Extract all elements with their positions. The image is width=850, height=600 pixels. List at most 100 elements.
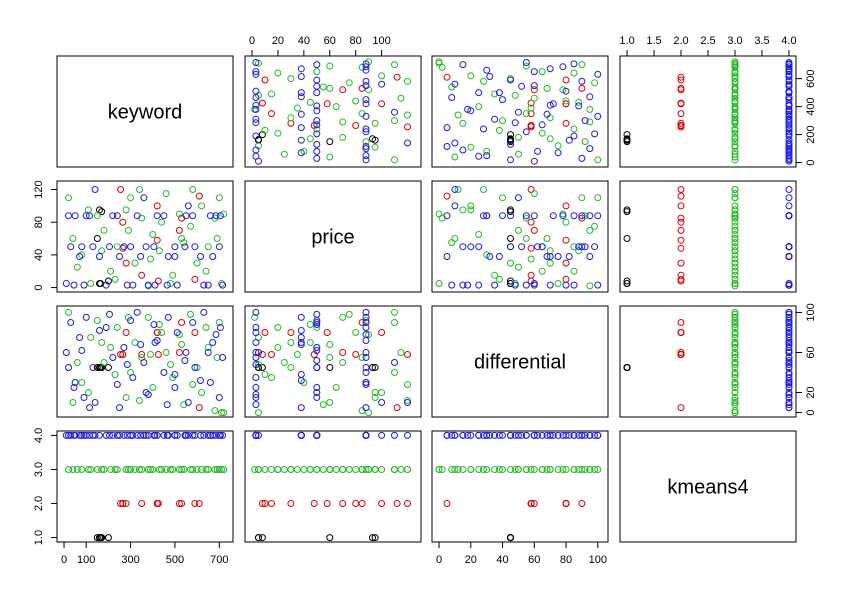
data-point-cluster2-9 xyxy=(195,192,203,200)
variable-label-keyword: keyword xyxy=(108,102,182,124)
data-point-cluster3-37 xyxy=(213,235,221,242)
data-point-cluster4-17 xyxy=(362,369,370,376)
data-point-cluster2-9 xyxy=(677,192,685,200)
data-point-cluster2-1 xyxy=(352,500,360,507)
data-point-cluster3-34 xyxy=(326,341,334,348)
data-point-cluster3-9 xyxy=(499,466,506,473)
data-point-cluster3-32 xyxy=(158,218,166,226)
data-point-cluster4-21 xyxy=(182,212,190,220)
data-point-cluster4-45 xyxy=(575,431,583,439)
data-point-cluster4-47 xyxy=(181,243,189,251)
data-point-cluster3-6 xyxy=(538,267,546,275)
data-point-cluster3-25 xyxy=(731,359,739,366)
data-point-cluster3-26 xyxy=(371,389,379,396)
data-point-cluster1-5 xyxy=(96,206,103,214)
data-point-cluster4-26 xyxy=(546,431,554,439)
data-point-cluster2-1 xyxy=(527,218,535,226)
data-point-cluster4-29 xyxy=(216,431,224,439)
data-point-cluster3-14 xyxy=(575,466,583,473)
data-point-cluster3-11 xyxy=(358,354,366,361)
data-point-cluster2-7 xyxy=(578,84,586,92)
data-point-cluster4-20 xyxy=(785,329,793,336)
data-point-cluster1-1 xyxy=(623,280,631,287)
data-point-cluster3-28 xyxy=(261,466,269,473)
data-point-cluster3-19 xyxy=(187,222,194,230)
data-point-cluster3-8 xyxy=(459,466,467,473)
data-point-cluster3-33 xyxy=(167,466,174,473)
data-point-cluster3-4 xyxy=(581,138,589,146)
data-point-cluster4-48 xyxy=(785,73,793,80)
data-point-cluster4-1 xyxy=(313,319,321,326)
data-point-cluster3-17 xyxy=(175,466,183,473)
data-point-cluster3-8 xyxy=(459,206,467,214)
data-point-cluster3-2 xyxy=(731,379,739,386)
data-point-cluster2-7 xyxy=(677,214,685,222)
data-point-cluster3-19 xyxy=(591,466,599,473)
data-point-cluster3-9 xyxy=(731,369,739,376)
data-point-cluster4-14 xyxy=(785,194,793,202)
data-point-cluster4-30 xyxy=(507,431,514,439)
data-point-cluster4-13 xyxy=(362,112,370,120)
data-point-cluster4-33 xyxy=(362,381,370,388)
data-point-cluster4-16 xyxy=(546,281,554,289)
data-point-cluster4-10 xyxy=(443,124,451,132)
data-point-cluster4-27 xyxy=(215,394,223,401)
data-point-cluster3-1 xyxy=(69,466,77,473)
data-point-cluster4-35 xyxy=(252,105,260,113)
data-point-cluster3-12 xyxy=(144,313,152,321)
data-point-cluster3-21 xyxy=(467,72,475,80)
data-point-cluster3-10 xyxy=(287,339,295,346)
data-point-cluster4-6 xyxy=(313,140,321,148)
data-point-cluster3-1 xyxy=(451,466,459,473)
data-point-cluster4-24 xyxy=(200,281,208,289)
data-point-cluster4-10 xyxy=(116,404,123,412)
data-point-cluster4-31 xyxy=(313,347,321,354)
data-point-cluster2-0 xyxy=(404,500,411,507)
data-point-cluster4-28 xyxy=(522,59,530,66)
data-point-cluster4-29 xyxy=(216,324,224,331)
data-point-cluster3-9 xyxy=(391,117,398,125)
data-point-cluster4-11 xyxy=(538,431,546,439)
data-point-cluster3-32 xyxy=(352,466,360,473)
data-point-cluster4-49 xyxy=(785,331,793,338)
data-point-cluster4-37 xyxy=(495,431,503,439)
data-point-cluster3-35 xyxy=(731,186,739,193)
axes: 0 100 300 500 700 0 20 40 60 80 100 0 20 40 60 80 100 1.0… xyxy=(33,35,817,566)
data-point-cluster2-11 xyxy=(562,500,570,507)
data-point-cluster3-32 xyxy=(158,466,166,473)
data-point-cluster2-7 xyxy=(178,319,186,326)
data-point-cluster3-24 xyxy=(731,319,739,326)
data-point-cluster4-28 xyxy=(219,431,227,439)
data-point-cluster4-11 xyxy=(538,121,546,129)
data-point-cluster2-3 xyxy=(527,271,535,279)
data-point-cluster4-14 xyxy=(140,194,148,202)
data-point-cluster4-22 xyxy=(785,80,793,88)
data-point-cluster3-11 xyxy=(138,466,146,473)
data-point-cluster3-15 xyxy=(397,94,405,102)
data-point-cluster4-7 xyxy=(451,186,459,193)
data-point-cluster3-13 xyxy=(475,466,483,473)
data-point-cluster4-34 xyxy=(581,117,589,125)
data-point-cluster4-33 xyxy=(113,431,121,439)
data-point-cluster2-1 xyxy=(352,351,360,358)
data-point-cluster2-5 xyxy=(258,99,266,107)
data-point-cluster3-20 xyxy=(193,364,201,371)
data-point-cluster4-12 xyxy=(252,115,260,123)
data-point-cluster4-38 xyxy=(785,77,793,85)
data-point-cluster3-3 xyxy=(554,280,562,287)
data-point-cluster4-14 xyxy=(514,108,522,116)
data-point-cluster4-42 xyxy=(106,243,113,251)
data-point-cluster4-27 xyxy=(313,61,321,69)
data-point-cluster4-40 xyxy=(475,431,483,439)
data-point-cluster4-45 xyxy=(150,243,158,251)
data-point-cluster3-31 xyxy=(527,466,535,473)
data-point-cluster4-16 xyxy=(252,339,260,346)
data-point-cluster3-4 xyxy=(362,317,370,324)
data-point-cluster3-19 xyxy=(345,79,353,87)
data-point-cluster4-40 xyxy=(252,384,260,391)
data-point-cluster3-33 xyxy=(511,91,519,99)
data-point-cluster3-16 xyxy=(268,374,275,381)
data-point-cluster4-40 xyxy=(70,281,78,289)
data-point-cluster1-4 xyxy=(98,534,106,542)
data-point-cluster2-8 xyxy=(562,76,570,84)
